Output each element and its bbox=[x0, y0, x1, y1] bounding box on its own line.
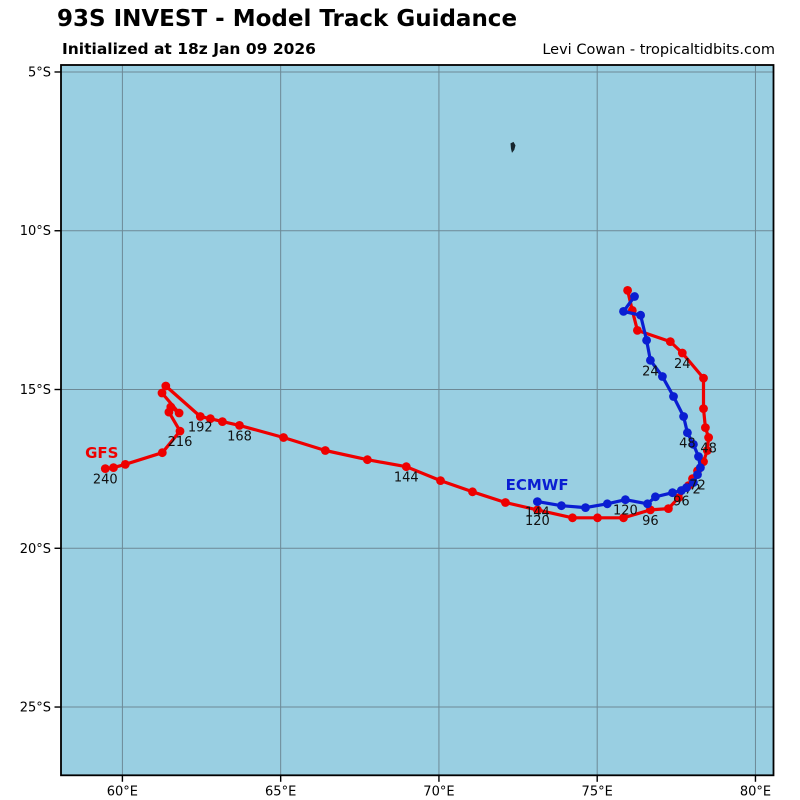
track-ecmwf-hour-label: 120 bbox=[613, 504, 638, 519]
track-gfs-point bbox=[699, 373, 708, 383]
track-gfs-point bbox=[619, 513, 628, 523]
track-ecmwf-point bbox=[642, 335, 651, 345]
track-ecmwf-point bbox=[557, 501, 566, 511]
track-gfs-point bbox=[157, 448, 167, 458]
track-gfs-point bbox=[533, 505, 542, 515]
track-ecmwf-point bbox=[636, 310, 645, 320]
track-gfs-point bbox=[279, 433, 288, 442]
y-tick-label: 25°S bbox=[20, 701, 51, 716]
track-gfs-point bbox=[633, 326, 642, 335]
island-icon bbox=[510, 141, 516, 153]
track-gfs-point bbox=[704, 433, 713, 442]
track-gfs-hour-label: 168 bbox=[227, 429, 252, 444]
ocean-background bbox=[61, 65, 774, 776]
track-ecmwf-point bbox=[651, 492, 660, 502]
track-gfs-point bbox=[702, 446, 712, 455]
track-gfs-hour-label: 192 bbox=[188, 421, 213, 436]
track-ecmwf-point bbox=[643, 499, 652, 509]
track-gfs-point bbox=[701, 423, 710, 432]
y-tick-label: 10°S bbox=[20, 224, 51, 239]
track-gfs-point bbox=[206, 414, 215, 424]
track-gfs-hour-label: 24 bbox=[674, 357, 691, 372]
track-ecmwf-point bbox=[602, 499, 612, 509]
track-ecmwf-point bbox=[658, 372, 667, 381]
track-gfs-point bbox=[161, 381, 171, 391]
page-title: 93S INVEST - Model Track Guidance bbox=[57, 6, 518, 32]
track-gfs-point bbox=[363, 455, 372, 465]
track-gfs-point bbox=[623, 286, 632, 295]
y-tick-label: 5°S bbox=[28, 65, 51, 80]
track-gfs-point bbox=[218, 417, 227, 426]
map-frame bbox=[60, 64, 775, 777]
track-gfs-point bbox=[501, 498, 510, 507]
track-gfs-hour-label: 120 bbox=[525, 514, 550, 529]
track-gfs-point bbox=[593, 513, 602, 523]
track-ecmwf-point bbox=[533, 497, 542, 506]
track-gfs-point bbox=[157, 388, 167, 398]
track-gfs-point bbox=[120, 460, 130, 469]
track-ecmwf-point bbox=[689, 478, 698, 487]
x-tick-label: 70°E bbox=[423, 784, 454, 799]
track-gfs-point bbox=[175, 426, 185, 436]
track-gfs-point bbox=[109, 463, 118, 472]
track-gfs-hour-label: 48 bbox=[700, 442, 717, 457]
track-ecmwf-point bbox=[646, 355, 655, 365]
track-ecmwf-point bbox=[683, 428, 692, 438]
track-gfs-hour-label: 96 bbox=[642, 514, 659, 529]
track-gfs-point bbox=[699, 404, 708, 413]
track-ecmwf-point bbox=[677, 486, 686, 495]
x-tick-label: 60°E bbox=[107, 784, 138, 799]
track-ecmwf-point bbox=[619, 307, 628, 316]
track-ecmwf-hour-label: 96 bbox=[673, 495, 690, 510]
track-gfs-hour-label: 240 bbox=[93, 473, 118, 488]
track-gfs-point bbox=[195, 412, 205, 421]
track-ecmwf-hour-label: 24 bbox=[642, 364, 659, 379]
track-gfs-point bbox=[164, 407, 174, 417]
y-tick-label: 20°S bbox=[20, 542, 51, 557]
credit-text: Levi Cowan - tropicaltidbits.com bbox=[542, 42, 775, 58]
track-ecmwf-point bbox=[630, 292, 639, 301]
track-gfs-point bbox=[401, 462, 411, 472]
track-ecmwf-hour-label: 48 bbox=[679, 437, 696, 452]
track-gfs-point bbox=[664, 504, 673, 513]
track-gfs-point bbox=[235, 421, 244, 430]
x-tick-label: 80°E bbox=[740, 784, 771, 799]
y-tick-label: 15°S bbox=[20, 383, 51, 398]
track-ecmwf-point bbox=[694, 452, 703, 461]
ecmwf-model-label: ECMWF bbox=[506, 476, 569, 494]
gfs-model-label: GFS bbox=[85, 444, 118, 462]
track-ecmwf-point bbox=[679, 412, 688, 421]
track-gfs-point bbox=[568, 513, 577, 523]
track-gfs-point bbox=[174, 408, 184, 418]
track-ecmwf-point bbox=[668, 488, 677, 498]
track-ecmwf-point bbox=[693, 470, 702, 479]
x-tick-label: 65°E bbox=[265, 784, 296, 799]
track-gfs-point bbox=[468, 487, 477, 497]
track-ecmwf-point bbox=[696, 463, 705, 472]
track-gfs-hour-label: 144 bbox=[394, 471, 419, 486]
track-gfs-point bbox=[665, 337, 675, 346]
track-ecmwf-point bbox=[669, 392, 678, 401]
init-time-subtitle: Initialized at 18z Jan 09 2026 bbox=[62, 40, 316, 58]
track-ecmwf-point bbox=[581, 503, 590, 512]
track-ecmwf-hour-label: 72 bbox=[689, 479, 706, 494]
x-tick-label: 75°E bbox=[582, 784, 613, 799]
track-gfs-point bbox=[674, 493, 683, 503]
track-ecmwf-hour-label: 144 bbox=[525, 506, 550, 521]
track-gfs-point bbox=[320, 446, 330, 455]
track-ecmwf-point bbox=[689, 440, 698, 449]
track-gfs-hour-label: 216 bbox=[168, 435, 193, 450]
track-gfs-point bbox=[677, 348, 687, 358]
track-gfs-point bbox=[436, 476, 445, 485]
track-gfs-point bbox=[100, 464, 110, 473]
track-ecmwf-point bbox=[621, 495, 630, 505]
